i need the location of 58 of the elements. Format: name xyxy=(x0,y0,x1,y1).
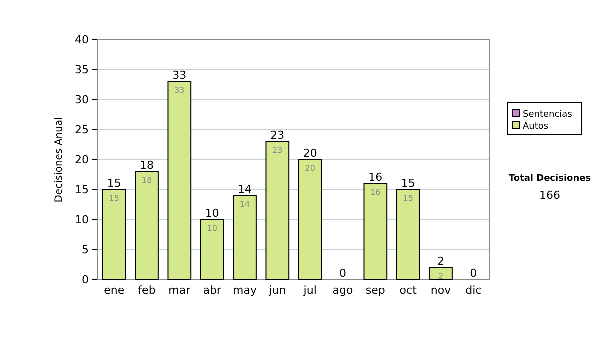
data-label: 14 xyxy=(240,200,250,209)
total-label: 20 xyxy=(303,147,318,160)
legend-label: Autos xyxy=(523,122,549,132)
total-label: 15 xyxy=(107,177,122,190)
x-tick-label: abr xyxy=(203,284,222,297)
data-label: 16 xyxy=(370,188,381,197)
bar xyxy=(168,82,192,280)
total-label: 18 xyxy=(140,159,154,172)
total-label: 0 xyxy=(340,267,346,280)
y-tick-label: 0 xyxy=(82,274,89,287)
x-tick-label: mar xyxy=(168,284,192,297)
total-label: 23 xyxy=(270,129,285,142)
x-tick-label: oct xyxy=(400,284,418,297)
bar xyxy=(298,160,322,280)
text: 166 xyxy=(540,189,560,202)
data-label: 10 xyxy=(207,224,218,233)
y-tick-label: 15 xyxy=(75,184,89,197)
total-label: 10 xyxy=(205,207,220,220)
y-axis-title: Decisiones Anual xyxy=(54,117,65,203)
data-label: 20 xyxy=(305,164,316,173)
bar xyxy=(364,184,388,280)
y-tick-label: 40 xyxy=(75,34,89,47)
bar xyxy=(102,190,126,280)
total-label: 0 xyxy=(470,267,478,280)
data-label: 18 xyxy=(142,176,152,185)
data-label: 2 xyxy=(438,272,444,281)
legend-label: Sentencias xyxy=(523,110,573,120)
bar xyxy=(266,142,290,280)
data-label: 15 xyxy=(109,194,120,203)
data-label: 15 xyxy=(403,194,414,203)
x-tick-label: jun xyxy=(268,284,286,297)
bar xyxy=(233,196,257,280)
y-tick-label: 25 xyxy=(75,124,89,137)
total-label: 33 xyxy=(172,69,187,82)
bar xyxy=(135,172,159,280)
bar xyxy=(429,268,453,280)
data-label: 33 xyxy=(174,86,185,95)
x-tick-label: may xyxy=(233,284,258,297)
y-tick-label: 35 xyxy=(75,64,89,77)
x-tick-label: sep xyxy=(366,284,386,297)
x-tick-label: feb xyxy=(138,284,156,297)
text: Total Decisiones xyxy=(508,174,592,184)
x-tick-label: nov xyxy=(430,284,452,297)
bar xyxy=(200,220,224,280)
bar xyxy=(396,190,420,280)
total-label: 14 xyxy=(238,183,252,196)
y-tick-label: 30 xyxy=(75,94,89,107)
y-tick-label: 5 xyxy=(82,244,89,257)
data-label: 23 xyxy=(272,146,283,155)
x-tick-label: dic xyxy=(466,284,482,297)
total-label: 2 xyxy=(438,255,444,268)
total-label: 16 xyxy=(368,171,383,184)
total-label: 15 xyxy=(401,177,416,190)
x-tick-label: jul xyxy=(302,284,317,297)
x-tick-label: ago xyxy=(332,284,354,297)
x-tick-label: ene xyxy=(104,284,125,297)
y-tick-label: 10 xyxy=(75,214,89,227)
y-tick-label: 20 xyxy=(75,154,89,167)
